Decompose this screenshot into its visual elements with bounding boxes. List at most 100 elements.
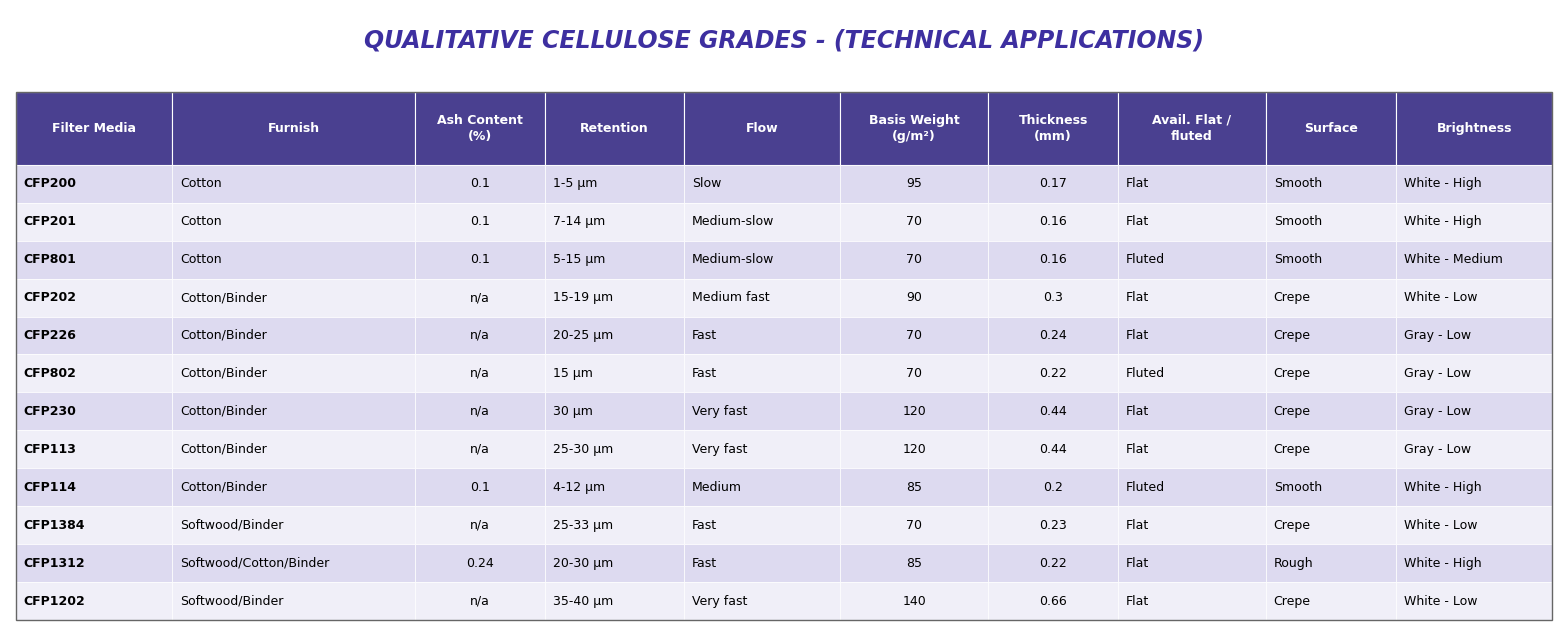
Text: 70: 70 xyxy=(906,215,922,228)
Bar xyxy=(1118,392,1265,430)
Bar xyxy=(416,430,546,468)
Bar xyxy=(1396,354,1552,392)
Text: White - Low: White - Low xyxy=(1403,519,1477,532)
Text: 120: 120 xyxy=(902,443,927,456)
Bar xyxy=(16,582,172,620)
Bar xyxy=(16,165,172,203)
Bar xyxy=(16,279,172,316)
Bar xyxy=(546,544,684,582)
Bar xyxy=(1118,506,1265,544)
Bar xyxy=(1396,279,1552,316)
Text: 15-19 μm: 15-19 μm xyxy=(554,291,613,304)
Bar xyxy=(1118,279,1265,316)
Text: 15 μm: 15 μm xyxy=(554,367,593,380)
Text: 1-5 μm: 1-5 μm xyxy=(554,177,597,190)
Bar xyxy=(840,430,988,468)
Bar xyxy=(684,203,840,241)
Bar xyxy=(172,279,416,316)
Text: Very fast: Very fast xyxy=(691,405,748,418)
Bar xyxy=(684,544,840,582)
Text: 0.23: 0.23 xyxy=(1040,519,1066,532)
Bar xyxy=(840,165,988,203)
Text: 0.1: 0.1 xyxy=(470,177,491,190)
Text: 0.1: 0.1 xyxy=(470,215,491,228)
Text: Crepe: Crepe xyxy=(1273,367,1311,380)
Text: Fast: Fast xyxy=(691,367,717,380)
Text: Softwood/Binder: Softwood/Binder xyxy=(180,595,284,608)
Text: 0.1: 0.1 xyxy=(470,253,491,266)
Text: Gray - Low: Gray - Low xyxy=(1403,443,1471,456)
Bar xyxy=(16,203,172,241)
Bar xyxy=(1265,241,1396,279)
Text: CFP802: CFP802 xyxy=(24,367,77,380)
Text: CFP801: CFP801 xyxy=(24,253,77,266)
Text: Retention: Retention xyxy=(580,122,649,135)
Bar xyxy=(1265,203,1396,241)
Bar xyxy=(416,582,546,620)
Text: Fast: Fast xyxy=(691,519,717,532)
Bar xyxy=(988,165,1118,203)
Bar xyxy=(684,279,840,316)
Text: n/a: n/a xyxy=(470,405,491,418)
Bar xyxy=(840,468,988,506)
Bar xyxy=(546,203,684,241)
Bar xyxy=(172,468,416,506)
Bar xyxy=(172,241,416,279)
Bar xyxy=(1265,582,1396,620)
Text: CFP1202: CFP1202 xyxy=(24,595,85,608)
Bar xyxy=(988,203,1118,241)
Text: Smooth: Smooth xyxy=(1273,481,1322,494)
Bar xyxy=(546,392,684,430)
Text: Fluted: Fluted xyxy=(1126,481,1165,494)
Text: Flat: Flat xyxy=(1126,405,1149,418)
Bar xyxy=(416,316,546,354)
Text: White - High: White - High xyxy=(1403,215,1482,228)
Bar xyxy=(16,430,172,468)
Text: 85: 85 xyxy=(906,557,922,570)
Text: 0.17: 0.17 xyxy=(1040,177,1068,190)
Bar xyxy=(1118,582,1265,620)
Bar xyxy=(840,506,988,544)
Bar xyxy=(172,165,416,203)
Text: 0.1: 0.1 xyxy=(470,481,491,494)
Bar xyxy=(1265,165,1396,203)
Text: CFP1384: CFP1384 xyxy=(24,519,85,532)
Text: Basis Weight
(g/m²): Basis Weight (g/m²) xyxy=(869,114,960,142)
Text: White - Low: White - Low xyxy=(1403,291,1477,304)
Text: Cotton/Binder: Cotton/Binder xyxy=(180,329,267,342)
Text: 20-30 μm: 20-30 μm xyxy=(554,557,613,570)
Text: Fluted: Fluted xyxy=(1126,367,1165,380)
Text: Slow: Slow xyxy=(691,177,721,190)
Text: 7-14 μm: 7-14 μm xyxy=(554,215,605,228)
Bar xyxy=(988,544,1118,582)
Bar xyxy=(1265,468,1396,506)
Text: Flat: Flat xyxy=(1126,557,1149,570)
Bar xyxy=(1396,430,1552,468)
Text: n/a: n/a xyxy=(470,367,491,380)
Text: Crepe: Crepe xyxy=(1273,443,1311,456)
Bar xyxy=(1265,354,1396,392)
Text: CFP1312: CFP1312 xyxy=(24,557,85,570)
Bar xyxy=(172,430,416,468)
Text: CFP114: CFP114 xyxy=(24,481,77,494)
Text: 0.16: 0.16 xyxy=(1040,215,1066,228)
Text: 70: 70 xyxy=(906,519,922,532)
Bar xyxy=(684,582,840,620)
Bar xyxy=(684,165,840,203)
Bar xyxy=(172,92,416,165)
Text: 5-15 μm: 5-15 μm xyxy=(554,253,605,266)
Bar xyxy=(1396,316,1552,354)
Bar xyxy=(416,392,546,430)
Bar xyxy=(546,241,684,279)
Text: White - Medium: White - Medium xyxy=(1403,253,1502,266)
Bar xyxy=(546,430,684,468)
Bar xyxy=(988,279,1118,316)
Text: Cotton: Cotton xyxy=(180,177,221,190)
Bar xyxy=(684,92,840,165)
Text: 0.66: 0.66 xyxy=(1040,595,1066,608)
Bar xyxy=(1396,392,1552,430)
Text: 30 μm: 30 μm xyxy=(554,405,593,418)
Text: 140: 140 xyxy=(902,595,927,608)
Bar xyxy=(840,92,988,165)
Text: 0.22: 0.22 xyxy=(1040,557,1066,570)
